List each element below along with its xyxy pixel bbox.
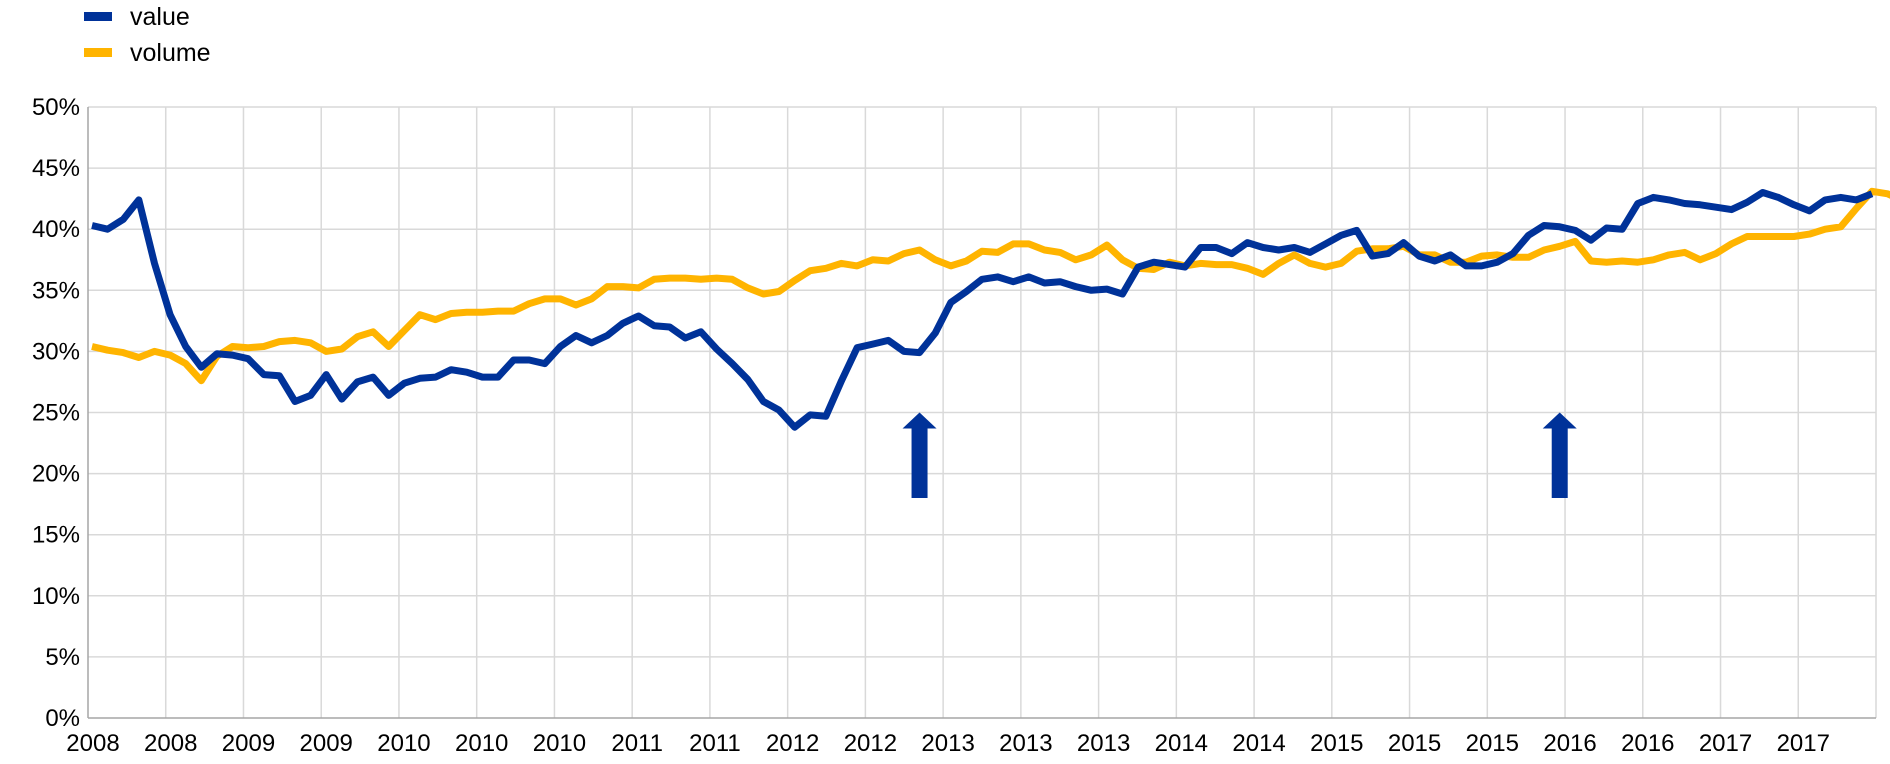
legend-swatch-value bbox=[84, 12, 112, 21]
x-tick-label: 2011 bbox=[689, 730, 741, 757]
x-tick-label: 2015 bbox=[1466, 730, 1519, 757]
x-tick-label: 2016 bbox=[1543, 730, 1596, 757]
x-tick-label: 2013 bbox=[1077, 730, 1130, 757]
x-tick-label: 2014 bbox=[1232, 730, 1285, 757]
y-tick-label: 5% bbox=[45, 644, 80, 671]
y-tick-label: 30% bbox=[32, 338, 80, 365]
y-tick-label: 35% bbox=[32, 277, 80, 304]
x-tick-labels: 2008 2008 2009 2009 2010 2010 2010 2011 2011 2012… bbox=[66, 730, 1830, 757]
y-tick-label: 10% bbox=[32, 583, 80, 610]
y-tick-labels: 0% 5% 10% 15% 20% 25% 30% 35% 40% 45% 50% bbox=[32, 94, 80, 732]
x-tick-label: 2012 bbox=[844, 730, 897, 757]
x-tick-label: 2010 bbox=[533, 730, 586, 757]
x-tick-label: 2012 bbox=[766, 730, 819, 757]
x-tick-label: 2010 bbox=[377, 730, 430, 757]
x-tick-label: 2017 bbox=[1777, 730, 1830, 757]
x-tick-label: 2010 bbox=[455, 730, 508, 757]
y-tick-label: 25% bbox=[32, 400, 80, 427]
series-line-volume bbox=[91, 187, 1890, 385]
series-lines bbox=[91, 187, 1890, 431]
y-tick-label: 20% bbox=[32, 461, 80, 488]
x-tick-label: 2014 bbox=[1155, 730, 1208, 757]
x-tick-label: 2009 bbox=[300, 730, 353, 757]
legend-item-volume: volume bbox=[84, 39, 211, 67]
legend-label-volume: volume bbox=[130, 39, 211, 67]
up-arrow-icon bbox=[902, 412, 937, 499]
axes bbox=[87, 107, 1876, 719]
x-tick-label: 2011 bbox=[611, 730, 663, 757]
legend-label-value: value bbox=[130, 3, 190, 31]
x-tick-label: 2009 bbox=[222, 730, 275, 757]
x-tick-label: 2017 bbox=[1699, 730, 1752, 757]
arrow-annotations bbox=[902, 412, 1577, 499]
legend: value volume bbox=[84, 3, 211, 67]
y-tick-label: 0% bbox=[45, 705, 80, 732]
legend-item-value: value bbox=[84, 3, 190, 31]
x-tick-label: 2008 bbox=[144, 730, 197, 757]
y-tick-label: 45% bbox=[32, 155, 80, 182]
y-tick-label: 40% bbox=[32, 216, 80, 243]
series-line-value bbox=[91, 189, 1874, 431]
x-tick-label: 2008 bbox=[66, 730, 119, 757]
y-tick-label: 50% bbox=[32, 94, 80, 121]
y-tick-label: 15% bbox=[32, 522, 80, 549]
x-tick-label: 2015 bbox=[1388, 730, 1441, 757]
x-tick-label: 2015 bbox=[1310, 730, 1363, 757]
x-tick-label: 2016 bbox=[1621, 730, 1674, 757]
legend-swatch-volume bbox=[84, 48, 112, 57]
x-tick-label: 2013 bbox=[999, 730, 1052, 757]
grid-lines bbox=[88, 106, 1877, 718]
x-tick-label: 2013 bbox=[921, 730, 974, 757]
up-arrow-icon bbox=[1542, 412, 1577, 499]
